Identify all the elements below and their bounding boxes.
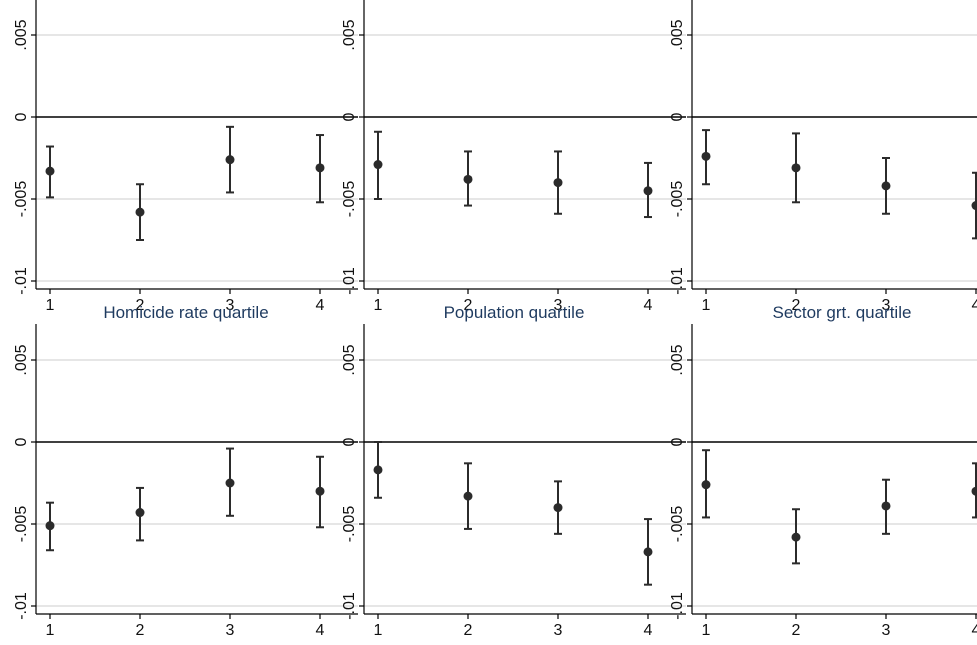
x-tick-label: 4 — [972, 622, 977, 639]
x-tick-label: 4 — [644, 297, 653, 314]
x-tick-label: 2 — [136, 622, 145, 639]
panel-title: Population quartile — [444, 303, 585, 322]
data-point — [463, 174, 473, 184]
x-tick-label: 4 — [644, 622, 653, 639]
y-tick-label: -.005 — [13, 506, 30, 543]
y-tick-label: .005 — [341, 19, 358, 50]
data-point — [315, 486, 325, 496]
data-point — [553, 503, 563, 513]
x-tick-label: 3 — [882, 622, 891, 639]
x-tick-label: 3 — [554, 622, 563, 639]
y-tick-label: -.01 — [669, 267, 686, 295]
y-tick-label: .005 — [13, 344, 30, 375]
data-point — [315, 163, 325, 173]
y-tick-label: -.01 — [13, 592, 30, 620]
y-tick-label: -.01 — [13, 267, 30, 295]
y-tick-label: -.01 — [341, 267, 358, 295]
y-tick-label: .005 — [669, 19, 686, 50]
data-point — [881, 181, 891, 191]
x-tick-label: 2 — [464, 297, 473, 314]
data-point — [225, 478, 235, 488]
y-tick-label: -.01 — [669, 592, 686, 620]
panel-title: Sector grt. quartile — [773, 303, 912, 322]
data-point — [463, 491, 473, 501]
x-tick-label: 1 — [46, 622, 55, 639]
data-point — [881, 501, 891, 511]
data-point — [553, 178, 563, 188]
x-tick-label: 3 — [226, 297, 235, 314]
data-point — [225, 155, 235, 165]
data-point — [643, 547, 653, 557]
y-tick-label: .005 — [13, 19, 30, 50]
x-tick-label: 2 — [792, 622, 801, 639]
x-tick-label: 1 — [702, 622, 711, 639]
panel-title: Homicide rate quartile — [103, 303, 268, 322]
data-point — [643, 186, 653, 196]
x-tick-label: 3 — [554, 297, 563, 314]
y-tick-label: -.005 — [341, 181, 358, 218]
data-point — [791, 163, 801, 173]
x-tick-label: 3 — [226, 622, 235, 639]
x-tick-label: 4 — [316, 297, 325, 314]
data-point — [373, 160, 383, 170]
data-point — [701, 151, 711, 161]
data-point — [373, 465, 383, 475]
x-tick-label: 4 — [316, 622, 325, 639]
y-tick-label: 0 — [341, 437, 358, 446]
data-point — [791, 532, 801, 542]
data-point — [135, 508, 145, 518]
x-tick-label: 2 — [136, 297, 145, 314]
y-tick-label: -.01 — [341, 592, 358, 620]
x-tick-label: 4 — [972, 297, 977, 314]
y-tick-label: 0 — [13, 437, 30, 446]
data-point — [45, 166, 55, 176]
x-tick-label: 3 — [882, 297, 891, 314]
y-tick-label: 0 — [13, 112, 30, 121]
y-tick-label: -.005 — [669, 181, 686, 218]
y-tick-label: -.005 — [341, 506, 358, 543]
data-point — [971, 486, 977, 496]
y-tick-label: -.005 — [669, 506, 686, 543]
y-tick-label: 0 — [669, 437, 686, 446]
y-tick-label: 0 — [669, 112, 686, 121]
y-tick-label: 0 — [341, 112, 358, 121]
data-point — [701, 480, 711, 490]
x-tick-label: 1 — [46, 297, 55, 314]
y-tick-label: -.005 — [13, 181, 30, 218]
x-tick-label: 1 — [374, 622, 383, 639]
data-point — [135, 207, 145, 217]
y-tick-label: .005 — [669, 344, 686, 375]
y-tick-label: .005 — [341, 344, 358, 375]
data-point — [45, 521, 55, 531]
data-point — [971, 201, 977, 211]
x-tick-label: 2 — [792, 297, 801, 314]
x-tick-label: 1 — [374, 297, 383, 314]
x-tick-label: 2 — [464, 622, 473, 639]
x-tick-label: 1 — [702, 297, 711, 314]
